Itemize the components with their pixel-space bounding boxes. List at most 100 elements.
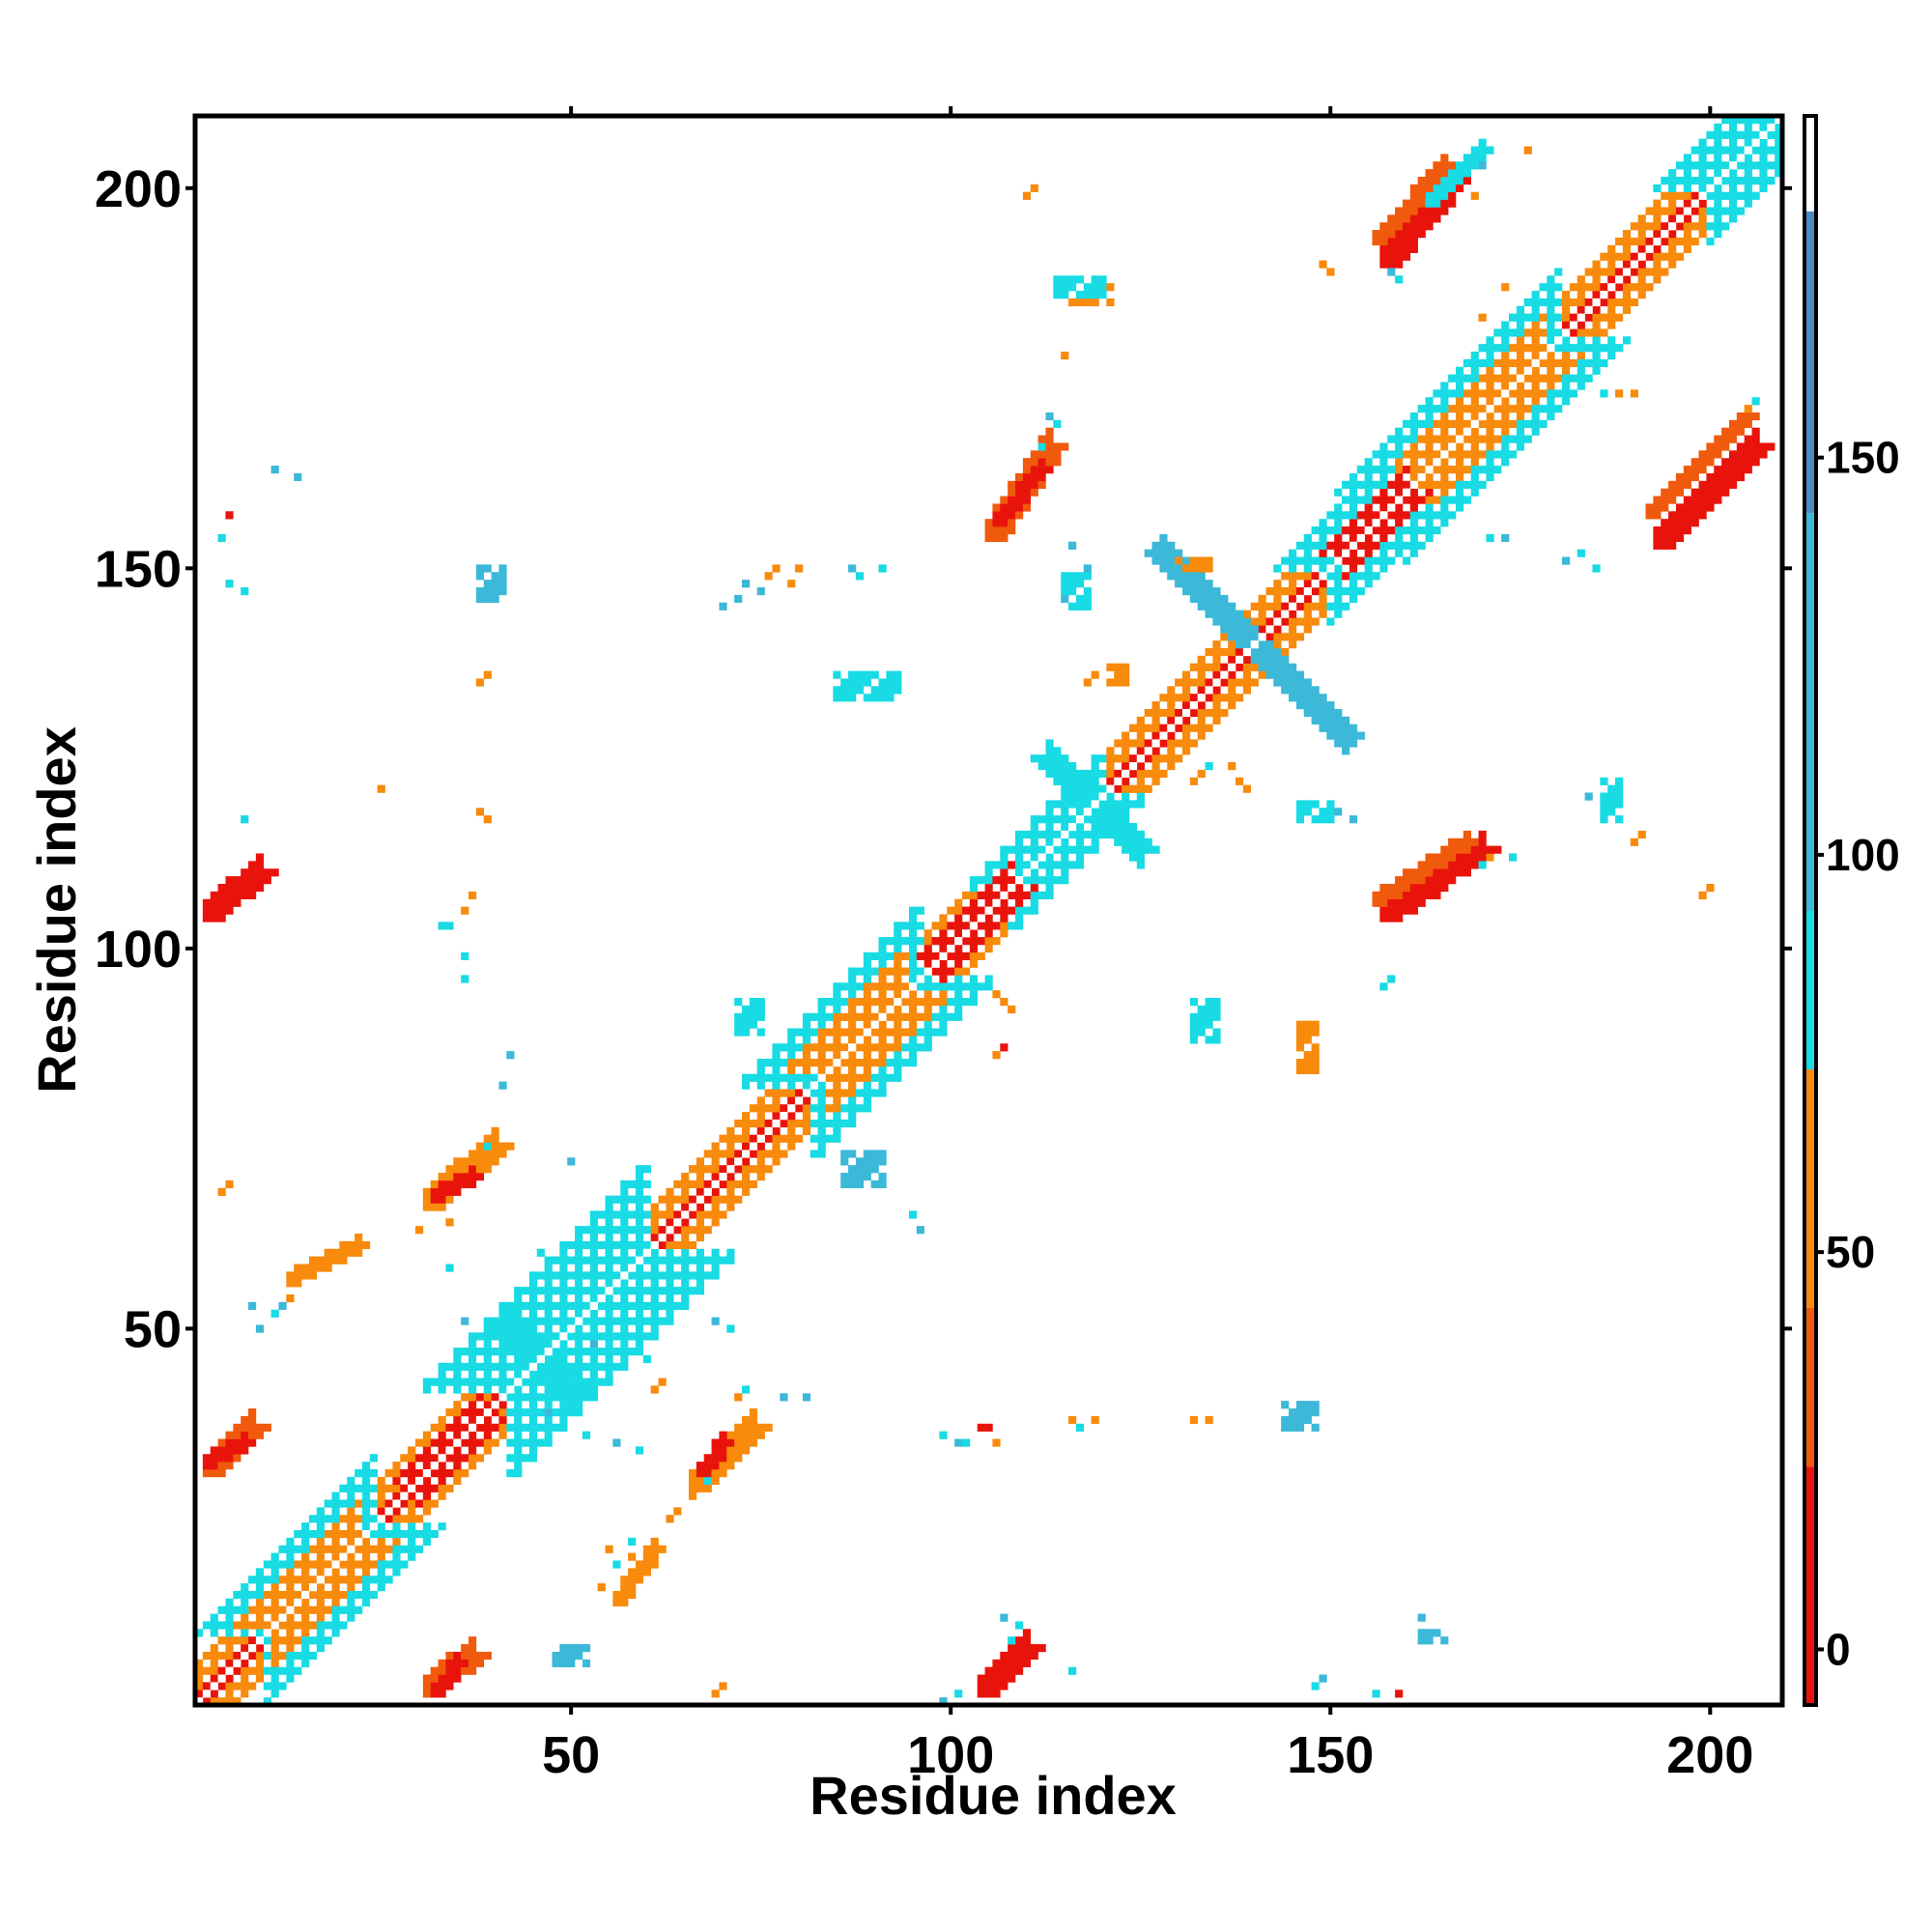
- heatmap-cell: [453, 1354, 462, 1364]
- heatmap-cell: [605, 1195, 613, 1204]
- heatmap-cell: [1470, 146, 1479, 155]
- heatmap-cell: [1250, 647, 1259, 657]
- heatmap-cell: [1281, 686, 1290, 695]
- heatmap-cell: [711, 1446, 720, 1455]
- heatmap-cell: [1356, 586, 1365, 596]
- heatmap-cell: [658, 1545, 667, 1553]
- heatmap-cell: [1675, 214, 1685, 223]
- heatmap-cell: [1053, 754, 1062, 763]
- heatmap-cell: [635, 1309, 644, 1318]
- heatmap-cell: [1577, 352, 1585, 360]
- heatmap-cell: [438, 1674, 446, 1683]
- heatmap-cell: [552, 1423, 560, 1432]
- heatmap-cell: [605, 1256, 613, 1264]
- heatmap-cell: [1478, 845, 1487, 854]
- heatmap-cell: [1455, 496, 1464, 504]
- heatmap-cell: [650, 1218, 659, 1227]
- heatmap-cell: [1008, 1674, 1016, 1683]
- heatmap-cell: [1372, 526, 1380, 535]
- heatmap-cell: [1136, 792, 1145, 801]
- heatmap-cell: [620, 1187, 629, 1196]
- heatmap-cell: [1486, 442, 1494, 451]
- heatmap-cell: [703, 1195, 712, 1204]
- heatmap-cell: [863, 1096, 871, 1105]
- heatmap-cell: [1698, 214, 1707, 223]
- heatmap-cell: [1061, 845, 1069, 854]
- heatmap-cell: [947, 952, 955, 960]
- heatmap-cell: [1744, 466, 1752, 474]
- heatmap-cell: [1212, 610, 1221, 618]
- heatmap-cell: [1455, 427, 1464, 436]
- colorbar-band: [1804, 1307, 1816, 1467]
- heatmap-cell: [1433, 480, 1441, 489]
- heatmap-cell: [438, 1690, 446, 1698]
- heatmap-cell: [1061, 808, 1069, 816]
- heatmap-cell: [597, 1226, 606, 1235]
- heatmap-cell: [863, 1005, 871, 1014]
- heatmap-cell: [1433, 435, 1441, 443]
- heatmap-cell: [522, 1393, 530, 1402]
- heatmap-cell: [1690, 207, 1699, 215]
- heatmap-cell: [1045, 427, 1054, 436]
- heatmap-cell: [635, 1195, 644, 1204]
- heatmap-cell: [696, 1218, 704, 1227]
- heatmap-cell: [331, 1560, 340, 1569]
- heatmap-cell: [270, 1659, 279, 1667]
- heatmap-cell: [681, 1248, 690, 1257]
- heatmap-cell: [1661, 268, 1669, 276]
- heatmap-cell: [528, 1370, 538, 1378]
- heatmap-cell: [552, 1348, 560, 1356]
- heatmap-cell: [1159, 533, 1168, 543]
- heatmap-cell: [316, 1644, 325, 1653]
- heatmap-cell: [817, 1104, 826, 1113]
- heatmap-cell: [1295, 541, 1305, 550]
- heatmap-cell: [1205, 678, 1213, 687]
- heatmap-cell: [1661, 237, 1669, 246]
- heatmap-cell: [886, 937, 895, 946]
- heatmap-cell: [1668, 191, 1677, 200]
- heatmap-cell: [1075, 602, 1085, 611]
- heatmap-cell: [719, 1438, 727, 1447]
- heatmap-cell: [233, 876, 242, 885]
- heatmap-cell: [1015, 898, 1024, 907]
- heatmap-cell: [756, 1423, 765, 1432]
- heatmap-cell: [1015, 1636, 1024, 1645]
- heatmap-cell: [855, 1165, 865, 1174]
- heatmap-cell: [1417, 184, 1426, 193]
- heatmap-cell: [438, 1522, 446, 1531]
- heatmap-cell: [787, 1028, 796, 1037]
- heatmap-cell: [1295, 617, 1305, 626]
- heatmap-cell: [1455, 503, 1464, 512]
- heatmap-cell: [984, 922, 993, 930]
- heatmap-cell: [1592, 352, 1601, 360]
- heatmap-cell: [1706, 883, 1715, 893]
- heatmap-cell: [217, 1187, 226, 1196]
- heatmap-cell: [1326, 617, 1335, 626]
- heatmap-cell: [1653, 214, 1662, 223]
- heatmap-cell: [1235, 633, 1244, 641]
- heatmap-cell: [1402, 556, 1411, 565]
- heatmap-cell: [992, 1659, 1001, 1667]
- heatmap-cell: [286, 1271, 295, 1280]
- heatmap-cell: [1600, 298, 1608, 307]
- heatmap-cell: [1000, 998, 1009, 1007]
- heatmap-cell: [294, 1271, 302, 1280]
- heatmap-cell: [498, 1324, 507, 1333]
- heatmap-cell: [787, 1089, 796, 1097]
- heatmap-cell: [1015, 830, 1024, 839]
- heatmap-cell: [1607, 260, 1616, 269]
- heatmap-cell: [1212, 1005, 1221, 1014]
- heatmap-cell: [475, 678, 485, 687]
- heatmap-cell: [961, 929, 971, 938]
- heatmap-cell: [506, 1142, 515, 1151]
- heatmap-cell: [1493, 845, 1502, 854]
- heatmap-cell: [1197, 655, 1206, 664]
- heatmap-cell: [582, 1271, 591, 1280]
- heatmap-cell: [1683, 503, 1691, 512]
- heatmap-cell: [977, 952, 985, 960]
- heatmap-cell: [1668, 519, 1677, 527]
- heatmap-cell: [635, 1301, 644, 1311]
- heatmap-cell: [475, 1332, 485, 1341]
- heatmap-cell: [1478, 838, 1487, 846]
- heatmap-cell: [1562, 328, 1571, 337]
